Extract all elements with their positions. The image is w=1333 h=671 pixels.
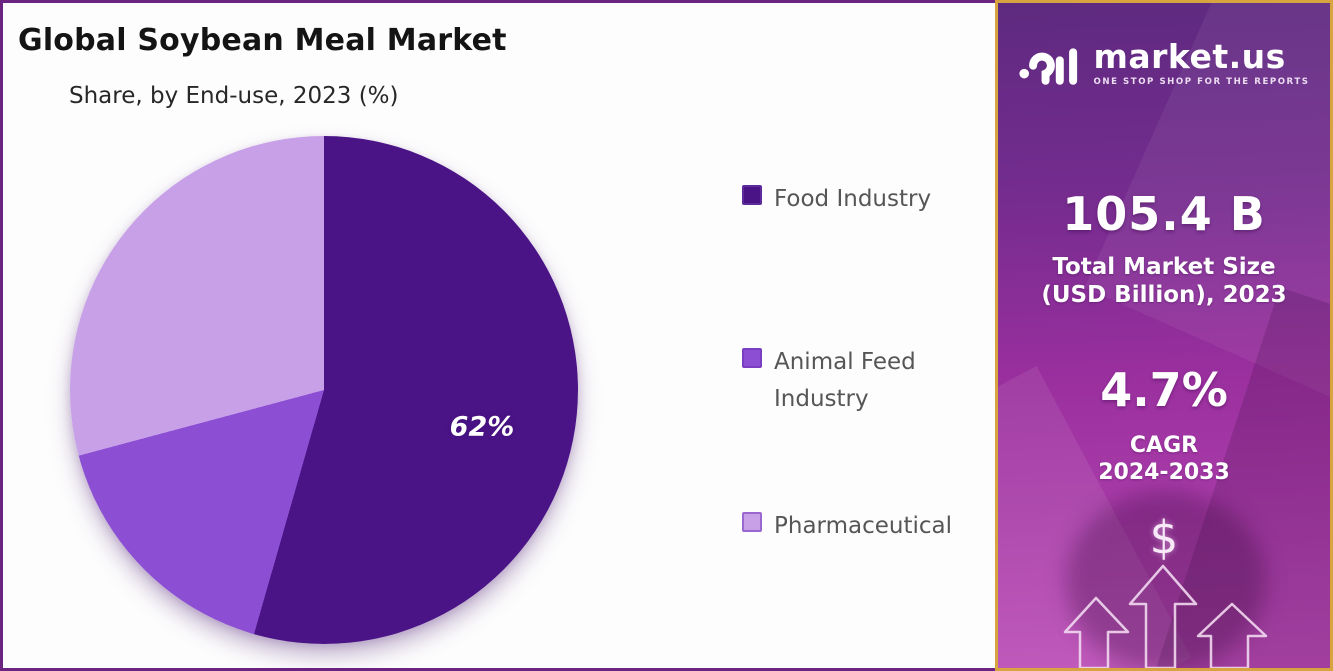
logo: market.us ONE STOP SHOP FOR THE REPORTS bbox=[998, 39, 1330, 87]
growth-arrows-icon bbox=[1063, 564, 1268, 668]
chart-legend: Food Industry Animal Feed Industry Pharm… bbox=[742, 3, 972, 671]
legend-item-food-industry: Food Industry bbox=[742, 181, 931, 218]
chart-panel: Global Soybean Meal Market Share, by End… bbox=[0, 0, 998, 671]
legend-label-pharmaceutical: Pharmaceutical bbox=[774, 513, 953, 539]
brand-tagline: ONE STOP SHOP FOR THE REPORTS bbox=[1093, 76, 1310, 87]
cagr-label-line1: CAGR bbox=[1129, 433, 1199, 458]
dollar-icon: $ bbox=[1149, 511, 1179, 564]
chart-subtitle: Share, by End-use, 2023 (%) bbox=[69, 83, 399, 109]
legend-swatch-pharmaceutical bbox=[742, 512, 762, 532]
cagr-label: CAGR 2024-2033 bbox=[998, 433, 1330, 487]
market-size-label: Total Market Size (USD Billion), 2023 bbox=[998, 253, 1330, 309]
market-size-label-line2: (USD Billion), 2023 bbox=[1041, 282, 1287, 309]
market-us-logo-icon bbox=[1019, 48, 1078, 85]
market-size-value: 105.4 B bbox=[1062, 187, 1266, 241]
cagr-value: 4.7% bbox=[1100, 363, 1228, 417]
brand-name: market.us bbox=[1093, 36, 1286, 76]
legend-label-animal-feed-industry: Animal Feed Industry bbox=[774, 349, 916, 413]
logo-text: market.us ONE STOP SHOP FOR THE REPORTS bbox=[1093, 40, 1309, 87]
pie-chart bbox=[70, 136, 578, 644]
cagr-label-line2: 2024-2033 bbox=[1098, 459, 1230, 485]
market-size-label-line1: Total Market Size bbox=[1052, 254, 1276, 280]
pie-slice-data-label: 62% bbox=[449, 411, 515, 443]
chart-title: Global Soybean Meal Market bbox=[18, 23, 507, 58]
brand-sidebar: market.us ONE STOP SHOP FOR THE REPORTS … bbox=[995, 0, 1333, 671]
legend-item-pharmaceutical: Pharmaceutical bbox=[742, 508, 952, 545]
legend-label-food-industry: Food Industry bbox=[774, 186, 932, 212]
legend-swatch-food-industry bbox=[742, 185, 762, 205]
legend-swatch-animal-feed-industry bbox=[742, 348, 762, 368]
legend-item-animal-feed-industry: Animal Feed Industry bbox=[742, 344, 952, 419]
